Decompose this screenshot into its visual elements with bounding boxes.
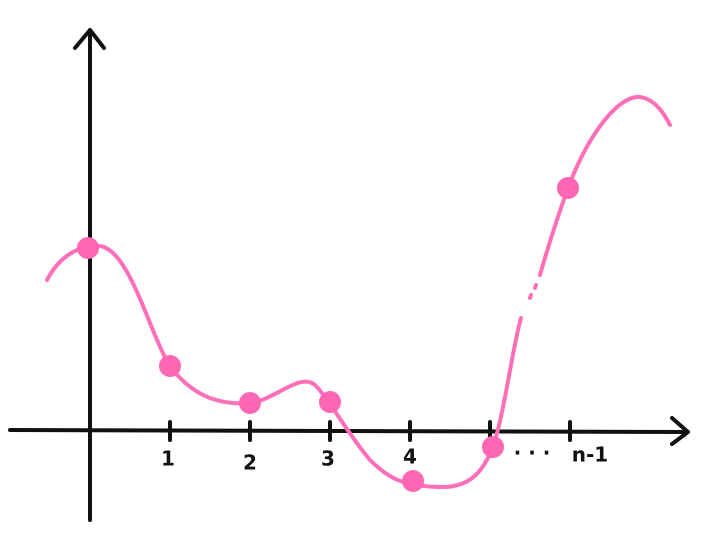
last-label: n-1 <box>572 443 608 467</box>
sample-point <box>77 237 99 259</box>
tick-label: 1 <box>161 447 175 471</box>
tick-label: 2 <box>243 451 257 475</box>
sample-point <box>557 177 579 199</box>
tick-label: 3 <box>321 447 335 471</box>
tick-marks <box>168 420 572 442</box>
sample-point <box>159 355 181 377</box>
signal-curve <box>538 94 672 277</box>
sample-point <box>319 391 341 413</box>
tick-label: 4 <box>403 445 417 469</box>
sample-point <box>239 392 261 414</box>
curve-gap <box>528 283 538 300</box>
signal-curve <box>45 243 523 490</box>
y-axis <box>73 28 106 522</box>
sample-points <box>77 177 579 492</box>
sample-point <box>482 436 504 458</box>
sample-point <box>402 470 424 492</box>
ellipsis: · · · <box>514 441 551 465</box>
